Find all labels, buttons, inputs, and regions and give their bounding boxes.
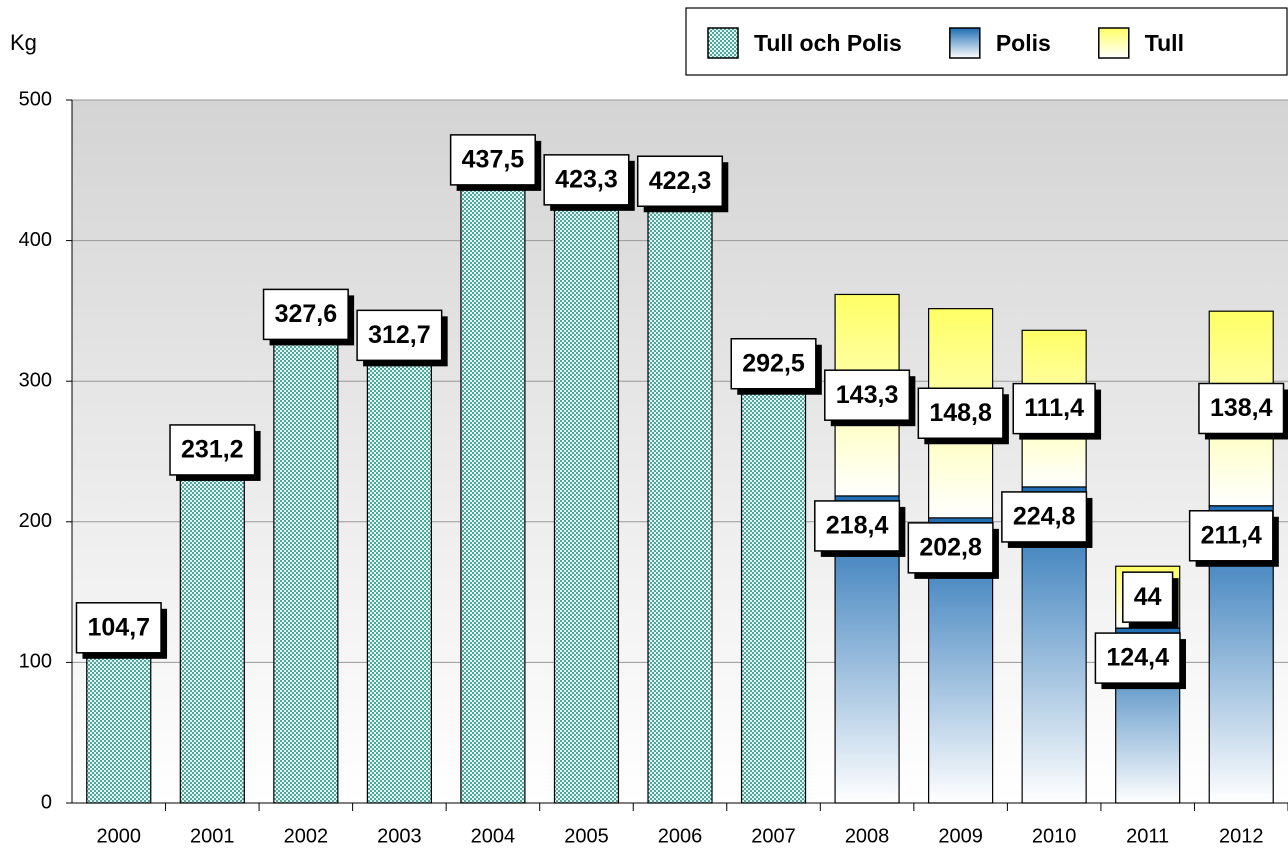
- data-label-text: 124,4: [1106, 644, 1169, 672]
- label-box: [636, 155, 724, 207]
- data-label-text: 202,8: [919, 533, 982, 561]
- data-label-text: 231,2: [181, 436, 244, 464]
- bar: [366, 362, 432, 804]
- legend-swatch: [1098, 27, 1130, 59]
- data-label: 422,3: [636, 155, 729, 213]
- data-label: 111,4: [1012, 382, 1102, 440]
- x-tick-label: 2006: [658, 825, 703, 847]
- label-box: [1188, 510, 1274, 562]
- x-tick-label: 2001: [190, 825, 235, 847]
- data-label-text: 437,5: [462, 145, 525, 173]
- y-tick-label: 200: [19, 510, 52, 532]
- x-tick-label: 2007: [751, 825, 796, 847]
- data-label: 148,8: [917, 387, 1009, 445]
- y-axis-label: Kg: [10, 30, 37, 55]
- data-label-text: 423,3: [555, 165, 618, 193]
- data-label: 312,7: [356, 309, 448, 367]
- data-label-text: 224,8: [1013, 503, 1076, 531]
- x-tick-label: 2012: [1219, 825, 1264, 847]
- legend-box: [685, 7, 1288, 76]
- data-label: 211,4: [1188, 510, 1279, 567]
- label-box: [1094, 632, 1181, 684]
- data-label: 218,4: [814, 500, 906, 557]
- data-label: 327,6: [262, 288, 355, 346]
- label-box: [1198, 382, 1285, 435]
- legend-swatch: [949, 27, 981, 59]
- data-label-text: 218,4: [826, 512, 889, 540]
- data-label-text: 422,3: [649, 167, 712, 195]
- y-tick-label: 500: [19, 88, 52, 110]
- data-label: 104,7: [75, 602, 168, 659]
- label-box: [75, 602, 162, 654]
- data-label: 437,5: [449, 134, 542, 191]
- x-tick-label: 2011: [1126, 825, 1169, 847]
- data-label-text: 211,4: [1201, 521, 1262, 549]
- data-label-text: 44: [1134, 583, 1162, 611]
- data-label-text: 138,4: [1210, 394, 1273, 422]
- label-box: [169, 424, 256, 476]
- bar: [647, 208, 713, 804]
- data-label: 231,2: [169, 424, 261, 481]
- label-box: [1122, 571, 1174, 623]
- legend-swatch: [707, 27, 739, 59]
- data-label: 202,8: [907, 522, 999, 579]
- legend-label: Tull: [1145, 30, 1184, 56]
- data-label: 224,8: [1001, 491, 1093, 548]
- label-box: [814, 500, 901, 552]
- data-label-text: 148,8: [929, 399, 992, 427]
- legend-label: Polis: [996, 30, 1051, 56]
- data-label-text: 292,5: [742, 349, 805, 377]
- data-label-text: 143,3: [836, 381, 899, 409]
- x-tick-label: 2005: [564, 825, 609, 847]
- bar: [86, 655, 152, 804]
- bar: [460, 187, 526, 804]
- legend-label: Tull och Polis: [754, 30, 902, 56]
- label-box: [262, 288, 349, 341]
- label-box: [1001, 491, 1088, 543]
- data-label-text: 312,7: [368, 321, 431, 349]
- y-tick-label: 0: [41, 791, 52, 813]
- data-label-text: 104,7: [87, 613, 150, 641]
- data-label: 143,3: [824, 369, 916, 427]
- x-tick-label: 2003: [377, 825, 422, 847]
- label-box: [824, 369, 911, 421]
- data-label: 44: [1122, 571, 1179, 629]
- data-label: 423,3: [543, 154, 635, 211]
- x-tick-label: 2009: [938, 825, 983, 847]
- x-tick-label: 2000: [97, 825, 142, 847]
- bar: [273, 341, 339, 804]
- legend: Tull och Polis Polis Tull: [685, 7, 1288, 76]
- label-box: [449, 134, 536, 186]
- y-tick-label: 300: [19, 369, 52, 391]
- label-box: [356, 309, 443, 362]
- label-box: [1012, 382, 1096, 435]
- x-tick-label: 2008: [845, 825, 890, 847]
- x-tick-label: 2010: [1032, 825, 1077, 847]
- y-tick-label: 100: [19, 651, 52, 673]
- label-box: [730, 337, 817, 390]
- data-label: 292,5: [730, 337, 822, 395]
- label-box: [917, 387, 1004, 440]
- bar: [740, 391, 807, 804]
- label-box: [907, 522, 994, 574]
- label-box: [543, 154, 630, 206]
- bar: [179, 477, 245, 804]
- y-tick-label: 400: [19, 229, 52, 251]
- bar: [553, 207, 620, 804]
- data-label-text: 327,6: [275, 300, 338, 328]
- x-tick-label: 2004: [471, 825, 516, 847]
- x-tick-label: 2002: [284, 825, 329, 847]
- data-label-text: 111,4: [1024, 394, 1084, 422]
- data-label: 124,4: [1094, 632, 1186, 690]
- data-label: 138,4: [1198, 382, 1288, 440]
